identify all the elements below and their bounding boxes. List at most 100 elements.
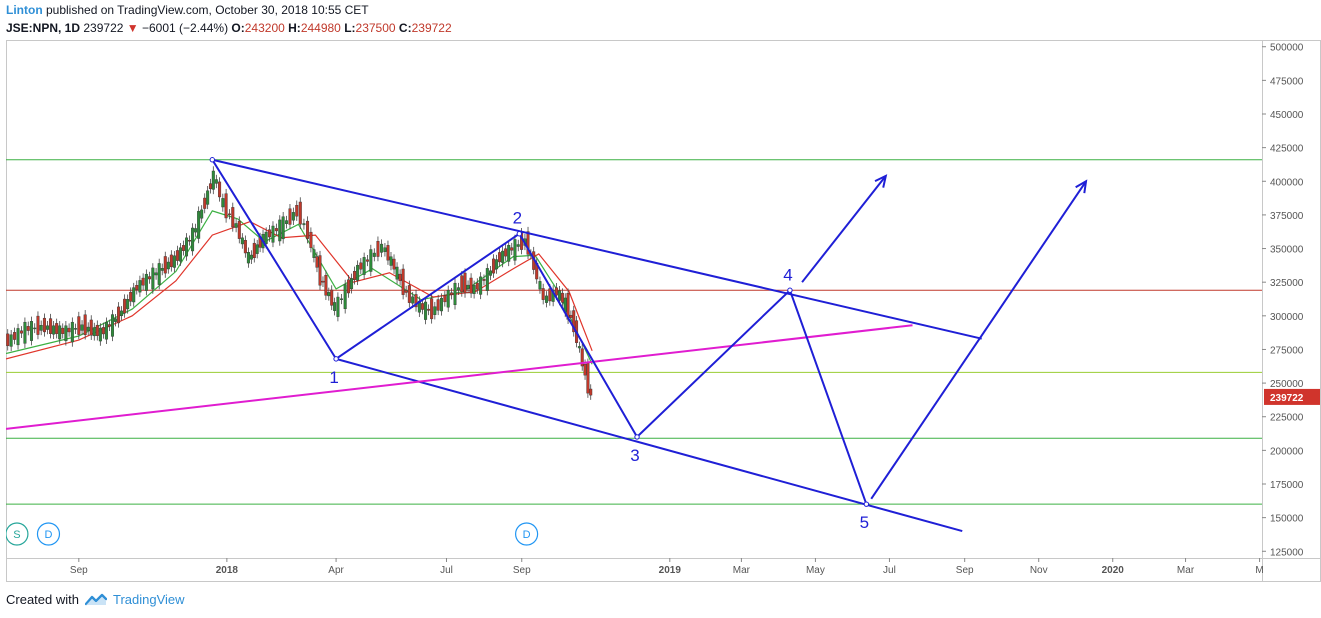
candle-body xyxy=(138,280,142,293)
candle-body xyxy=(114,318,118,322)
candle-body xyxy=(526,231,530,255)
tradingview-logo-icon xyxy=(84,593,107,606)
candle-body xyxy=(42,317,46,333)
candle-body xyxy=(544,295,548,303)
high-label: H: xyxy=(288,21,301,35)
candle-body xyxy=(395,266,399,280)
candle-body xyxy=(446,290,450,308)
candle-body xyxy=(92,327,96,337)
candle-body xyxy=(383,247,387,252)
candle-body xyxy=(285,220,289,224)
symbol-name[interactable]: JSE:NPN, 1D xyxy=(6,21,81,35)
candle-body xyxy=(224,193,228,219)
candle-body xyxy=(336,296,340,317)
candle-body xyxy=(163,256,167,274)
candle-body xyxy=(312,249,316,258)
author-link[interactable]: Linton xyxy=(6,3,43,17)
candle-body xyxy=(83,314,87,336)
candle-body xyxy=(309,231,313,248)
candle-body xyxy=(554,287,558,296)
candle-body xyxy=(211,170,215,190)
candle-body xyxy=(252,242,256,259)
y-tick-label: 225000 xyxy=(1270,413,1304,424)
candle-body xyxy=(414,294,418,308)
x-tick-label: 2018 xyxy=(216,565,239,576)
candle-body xyxy=(240,237,244,245)
candle-body xyxy=(101,327,105,335)
candle-body xyxy=(281,216,285,240)
candle-body xyxy=(49,318,53,334)
candle-body xyxy=(231,207,235,228)
candle-body xyxy=(120,310,124,317)
high-value: 244980 xyxy=(300,21,341,35)
event-marker-s[interactable] xyxy=(5,522,29,546)
x-tick-label: Jul xyxy=(883,565,896,576)
event-marker-d[interactable] xyxy=(515,522,539,546)
candle-body xyxy=(372,252,376,257)
candle-body xyxy=(157,263,161,285)
symbol-legend: JSE:NPN, 1D 239722 ▼ −6001 (−2.44%) O:24… xyxy=(6,21,452,35)
candle-body xyxy=(460,275,464,293)
wave-label-1: 1 xyxy=(329,368,338,387)
candle-body xyxy=(206,190,210,205)
candle-body xyxy=(46,325,50,330)
event-marker-d[interactable] xyxy=(36,522,61,546)
candle-body xyxy=(365,259,369,262)
candle-body xyxy=(430,298,434,320)
x-tick-label: Sep xyxy=(956,565,974,576)
candle-body xyxy=(577,346,581,349)
y-tick-label: 300000 xyxy=(1270,312,1304,323)
x-tick-label: Mar xyxy=(1177,565,1195,576)
low-label: L: xyxy=(344,21,356,35)
y-tick-label: 200000 xyxy=(1270,446,1304,457)
candle-body xyxy=(23,321,27,344)
candle-body xyxy=(489,270,493,276)
x-tick-label: May xyxy=(806,565,825,576)
candle-body xyxy=(188,240,192,242)
candle-body xyxy=(302,223,306,226)
wave-anchor-point xyxy=(863,501,870,507)
close-label: C: xyxy=(398,21,412,35)
y-tick-label: 375000 xyxy=(1270,211,1304,222)
candle-body xyxy=(234,223,238,228)
candle-body xyxy=(321,280,325,283)
candle-body xyxy=(175,250,179,261)
publish-info: Linton published on TradingView.com, Oct… xyxy=(6,3,369,17)
candle-body xyxy=(52,325,56,335)
x-tick-label: 2019 xyxy=(659,565,682,576)
wave-anchor-point xyxy=(209,157,215,163)
candle-body xyxy=(221,198,225,208)
candle-body xyxy=(463,272,467,294)
candle-body xyxy=(440,297,444,312)
candle-body xyxy=(386,245,390,261)
tradingview-link[interactable]: TradingView xyxy=(84,592,185,607)
lower-channel-line xyxy=(335,357,963,533)
ma-red-line xyxy=(5,220,593,360)
candle-body xyxy=(516,244,520,247)
candle-body xyxy=(172,255,176,268)
candle-body xyxy=(166,261,170,270)
candle-body xyxy=(495,259,499,270)
chart-frame[interactable]: 125000 150000 175000 200000 225000 250000 2750… xyxy=(5,40,1321,582)
wave-label-4: 4 xyxy=(783,265,792,284)
candle-body xyxy=(67,327,71,333)
price-chart[interactable]: 125000 150000 175000 200000 225000 250000 2750… xyxy=(5,40,1321,582)
candle-body xyxy=(538,281,542,290)
candle-body xyxy=(479,276,483,295)
open-label: O: xyxy=(231,21,245,35)
candle-body xyxy=(243,240,247,254)
arrow-head-icon xyxy=(874,174,888,188)
candle-body xyxy=(141,277,145,286)
x-tick-label: M xyxy=(1255,565,1263,576)
candle-body xyxy=(513,239,517,261)
candle-body xyxy=(197,210,201,239)
candle-body xyxy=(558,290,562,301)
candle-body xyxy=(129,291,133,302)
candle-body xyxy=(77,316,81,335)
candle-body xyxy=(572,310,576,333)
candle-body xyxy=(433,306,437,315)
candle-body xyxy=(318,255,322,286)
candle-body xyxy=(246,252,250,264)
candle-body xyxy=(80,324,84,331)
candle-body xyxy=(353,271,357,280)
